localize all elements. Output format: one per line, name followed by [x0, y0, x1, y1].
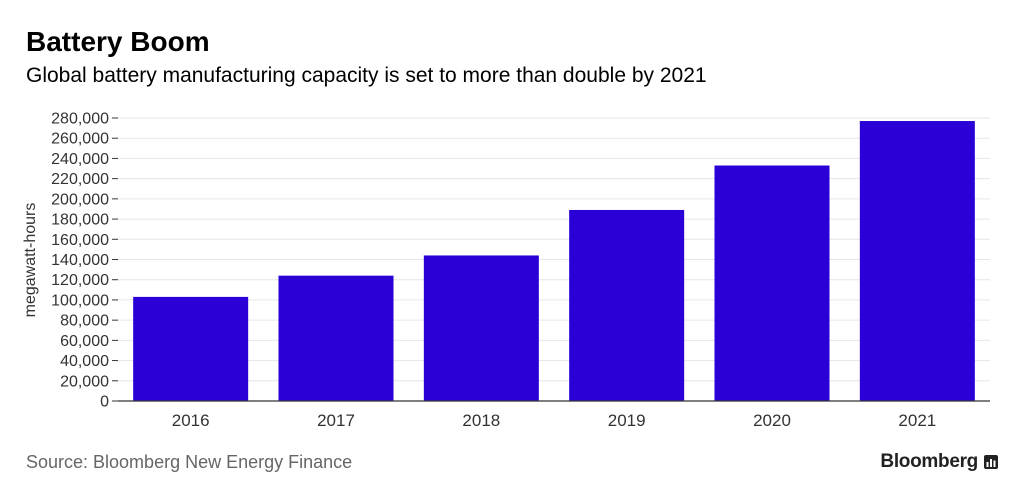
- source-note: Source: Bloomberg New Energy Finance: [26, 452, 353, 472]
- y-tick-label: 180,000: [51, 212, 109, 229]
- bars: [133, 121, 975, 402]
- axes: 0 20,000 40,000 60,000 80,000 100,000 120,000 1…: [51, 111, 990, 430]
- y-tick-label: 260,000: [51, 131, 109, 148]
- chart-title: Battery Boom: [26, 26, 210, 57]
- x-tick-label: 2020: [753, 411, 791, 430]
- y-axis-label: megawatt-hours: [22, 203, 39, 318]
- bar-2019: [569, 209, 685, 401]
- bar-chart-icon: [984, 455, 998, 469]
- y-tick-label: 140,000: [51, 252, 109, 269]
- y-tick-label: 0: [100, 394, 109, 411]
- gridlines: [118, 117, 990, 382]
- y-tick-label: 100,000: [51, 292, 109, 309]
- y-tick-label: 20,000: [60, 373, 109, 390]
- x-tick-label: 2019: [608, 411, 646, 430]
- bar-2017: [278, 275, 394, 401]
- bar-2020: [714, 165, 830, 401]
- brand-logo: Bloomberg: [880, 451, 998, 473]
- bar-2018: [423, 255, 539, 401]
- bar-2016: [133, 296, 249, 401]
- chart-subtitle: Global battery manufacturing capacity is…: [26, 64, 707, 87]
- x-tick-label: 2018: [462, 411, 500, 430]
- y-tick-label: 160,000: [51, 232, 109, 249]
- y-tick-label: 40,000: [60, 353, 109, 370]
- x-tick-label: 2016: [172, 411, 210, 430]
- y-tick-label: 200,000: [51, 191, 109, 208]
- y-tick-label: 220,000: [51, 171, 109, 188]
- x-tick-label: 2017: [317, 411, 355, 430]
- y-tick-label: 80,000: [60, 313, 109, 330]
- y-tick-label: 60,000: [60, 333, 109, 350]
- y-tick-label: 240,000: [51, 151, 109, 168]
- bar-chart: 0 20,000 40,000 60,000 80,000 100,000 120,000 1…: [22, 111, 990, 430]
- y-tick-label: 280,000: [51, 111, 109, 128]
- bar-2021: [859, 121, 975, 402]
- x-tick-label: 2021: [898, 411, 936, 430]
- brand-name: Bloomberg: [880, 451, 978, 472]
- y-tick-label: 120,000: [51, 272, 109, 289]
